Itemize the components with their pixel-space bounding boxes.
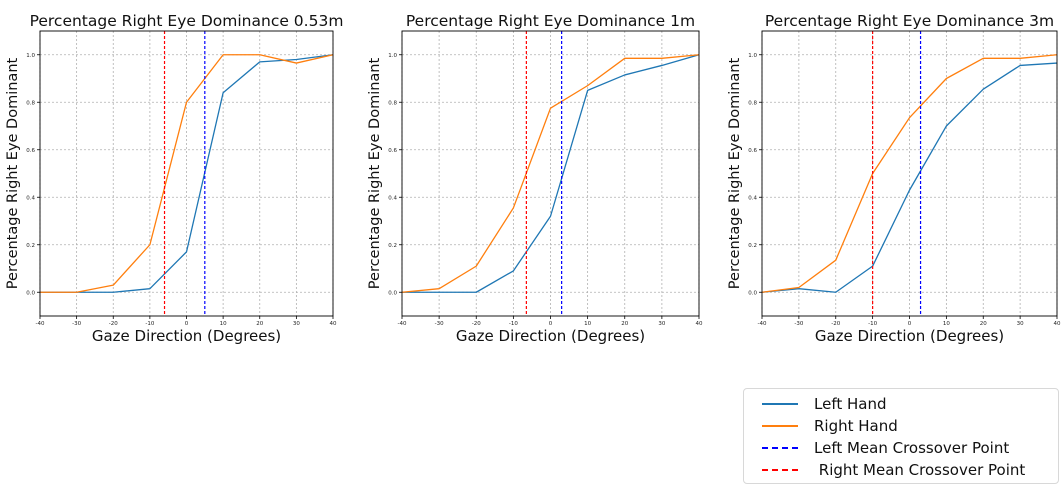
x-tick-label: 20 <box>256 321 263 327</box>
x-tick-label: -10 <box>145 321 154 327</box>
legend-item-right-crossover: Right Mean Crossover Point <box>744 459 1058 481</box>
legend-item-left-crossover: Left Mean Crossover Point <box>744 437 1058 459</box>
y-axis-label: Percentage Right Eye Dominant <box>367 57 383 289</box>
chart-title: Percentage Right Eye Dominance 0.53m <box>30 12 344 30</box>
legend-label-left-crossover: Left Mean Crossover Point <box>814 439 1010 457</box>
y-tick-label: 0.6 <box>388 148 397 154</box>
x-tick-label: 20 <box>621 321 628 327</box>
x-tick-label: 20 <box>980 321 987 327</box>
x-tick-label: 30 <box>658 321 665 327</box>
x-axis-label: Gaze Direction (Degrees) <box>456 327 645 345</box>
x-tick-label: -30 <box>794 321 803 327</box>
series-line-left-hand <box>402 54 700 293</box>
legend-item-left-hand: Left Hand <box>744 393 1058 415</box>
plot-frame <box>39 30 334 317</box>
x-tick-label: 40 <box>330 321 337 327</box>
plot-frame <box>761 30 1058 317</box>
y-tick-label: 0.2 <box>388 243 397 249</box>
x-tick-label: -20 <box>831 321 840 327</box>
legend-swatch-left-hand <box>762 403 798 405</box>
y-tick-label: 0.6 <box>748 148 757 154</box>
chart-panel-1: -40 -30 -20 -10 0 10 20 30 40 0.0 0.2 0.4 0.6 0.8 1.0 P… <box>5 12 343 345</box>
y-tick-label: 0.8 <box>388 100 397 106</box>
y-tick-label: 0.2 <box>26 243 35 249</box>
x-tick-label: 40 <box>1054 321 1061 327</box>
x-tick-label: 10 <box>220 321 227 327</box>
chart-title: Percentage Right Eye Dominance 1m <box>406 12 695 30</box>
legend-swatch-right-hand <box>762 425 798 427</box>
chart-title: Percentage Right Eye Dominance 3m <box>765 12 1054 30</box>
x-tick-label: 0 <box>185 321 189 327</box>
series-line-left-hand <box>761 62 1058 293</box>
y-tick-label: 0.6 <box>26 148 35 154</box>
series-line-right-hand <box>761 54 1058 293</box>
x-tick-label: -40 <box>398 321 407 327</box>
x-tick-label: 30 <box>293 321 300 327</box>
series-line-right-hand <box>40 54 334 293</box>
y-tick-label: 0.0 <box>26 290 35 296</box>
y-tick-label: 0.8 <box>26 100 35 106</box>
x-tick-label: -20 <box>109 321 118 327</box>
x-tick-label: 10 <box>584 321 591 327</box>
y-tick-label: 0.2 <box>748 243 757 249</box>
y-tick-label: 0.8 <box>748 100 757 106</box>
x-tick-label: 10 <box>943 321 950 327</box>
x-axis-label: Gaze Direction (Degrees) <box>92 327 281 345</box>
x-tick-label: -10 <box>509 321 518 327</box>
x-tick-label: -40 <box>758 321 767 327</box>
legend-label-right-crossover: Right Mean Crossover Point <box>814 461 1026 479</box>
x-axis-label: Gaze Direction (Degrees) <box>815 327 1004 345</box>
x-tick-label: -40 <box>36 321 45 327</box>
y-tick-label: 1.0 <box>748 53 757 59</box>
y-tick-label: 0.4 <box>748 195 757 201</box>
chart-panel-2: -40 -30 -20 -10 0 10 20 30 40 0.0 0.2 0.4 0.6 0.8 1.0 P… <box>367 12 703 345</box>
legend-label-left-hand: Left Hand <box>814 395 887 413</box>
x-tick-label: -30 <box>435 321 444 327</box>
y-tick-label: 1.0 <box>388 53 397 59</box>
series-line-right-hand <box>401 54 700 293</box>
legend-label-right-hand: Right Hand <box>814 417 898 435</box>
x-tick-label: 0 <box>549 321 553 327</box>
y-axis-label: Percentage Right Eye Dominant <box>727 57 743 289</box>
chart-panel-3: -40 -30 -20 -10 0 10 20 30 40 0.0 0.2 0.4 0.6 0.8 1.0 P… <box>727 12 1061 345</box>
legend-swatch-left-crossover <box>762 447 798 449</box>
legend-swatch-right-crossover <box>762 469 798 471</box>
y-tick-label: 1.0 <box>26 53 35 59</box>
y-tick-label: 0.4 <box>26 195 35 201</box>
x-tick-label: -10 <box>868 321 877 327</box>
x-tick-label: -30 <box>72 321 81 327</box>
legend-item-right-hand: Right Hand <box>744 415 1058 437</box>
x-tick-label: -20 <box>472 321 481 327</box>
x-tick-label: 40 <box>696 321 703 327</box>
legend: Left Hand Right Hand Left Mean Crossover… <box>743 388 1059 484</box>
y-tick-label: 0.0 <box>748 290 757 296</box>
y-tick-label: 0.4 <box>388 195 397 201</box>
x-tick-label: 0 <box>908 321 912 327</box>
plot-frame <box>401 30 700 317</box>
x-tick-label: 30 <box>1017 321 1024 327</box>
y-tick-label: 0.0 <box>388 290 397 296</box>
y-axis-label: Percentage Right Eye Dominant <box>5 57 21 289</box>
